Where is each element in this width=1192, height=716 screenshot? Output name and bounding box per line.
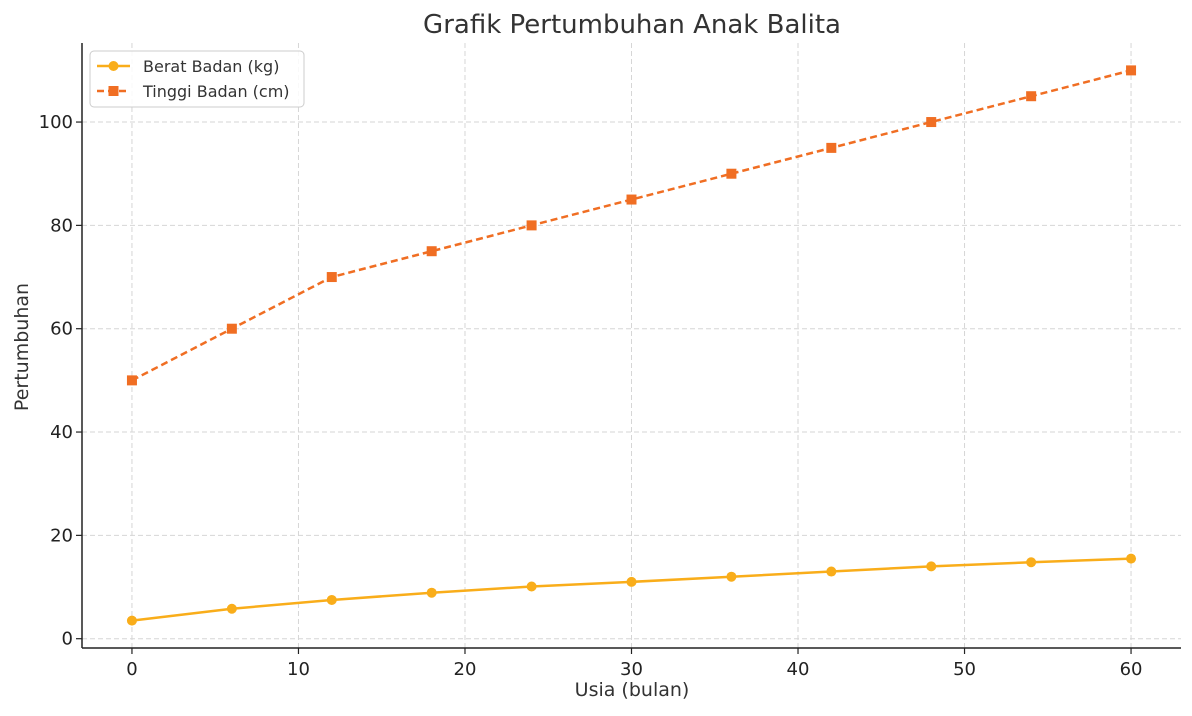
x-tick-label: 60 — [1120, 659, 1143, 680]
x-tick-label: 50 — [953, 659, 976, 680]
data-point — [726, 571, 737, 582]
data-point — [726, 168, 737, 179]
y-axis-label: Pertumbuhan — [11, 283, 33, 411]
data-point — [926, 561, 937, 572]
series-1 — [126, 553, 1137, 626]
y-tick-label: 20 — [50, 525, 73, 546]
legend-label: Tinggi Badan (cm) — [142, 82, 290, 101]
data-point — [826, 566, 837, 577]
y-tick-label: 0 — [62, 629, 73, 650]
data-point — [526, 220, 537, 231]
data-point — [626, 576, 637, 587]
y-tick-label: 60 — [50, 319, 73, 340]
data-point — [126, 615, 137, 626]
data-point — [1026, 557, 1037, 568]
x-tick-label: 0 — [126, 659, 137, 680]
data-point — [326, 272, 337, 283]
legend-box — [89, 50, 305, 108]
data-point — [1026, 91, 1037, 102]
data-point — [326, 594, 337, 605]
data-point — [1126, 65, 1137, 76]
legend-marker — [108, 86, 119, 96]
x-tick-label: 20 — [454, 659, 477, 680]
x-tick-label: 10 — [287, 659, 310, 680]
legend: Berat Badan (kg) Tinggi Badan (cm) — [89, 50, 305, 108]
grid — [82, 43, 1181, 648]
data-point — [426, 587, 437, 598]
y-tick-label: 100 — [39, 112, 73, 133]
data-point — [226, 323, 237, 334]
data-point — [626, 194, 637, 205]
x-tick-label: 30 — [620, 659, 643, 680]
x-tick-label: 40 — [787, 659, 810, 680]
series — [126, 65, 1137, 626]
data-point — [926, 117, 937, 128]
y-tick-label: 40 — [50, 422, 73, 443]
data-point — [526, 581, 537, 592]
data-point — [1126, 553, 1137, 564]
chart-title: Grafik Pertumbuhan Anak Balita — [423, 10, 841, 40]
ticks: 0 10 20 30 40 50 60 0 20 40 60 80 100 — [39, 112, 1143, 680]
y-tick-label: 80 — [50, 215, 73, 236]
x-axis-label: Usia (bulan) — [575, 679, 690, 701]
data-point — [226, 603, 237, 614]
series-2 — [126, 65, 1137, 386]
legend-label: Berat Badan (kg) — [143, 57, 279, 76]
data-point — [426, 246, 437, 257]
data-point — [126, 375, 137, 386]
data-point — [826, 142, 837, 153]
legend-marker — [108, 61, 119, 71]
